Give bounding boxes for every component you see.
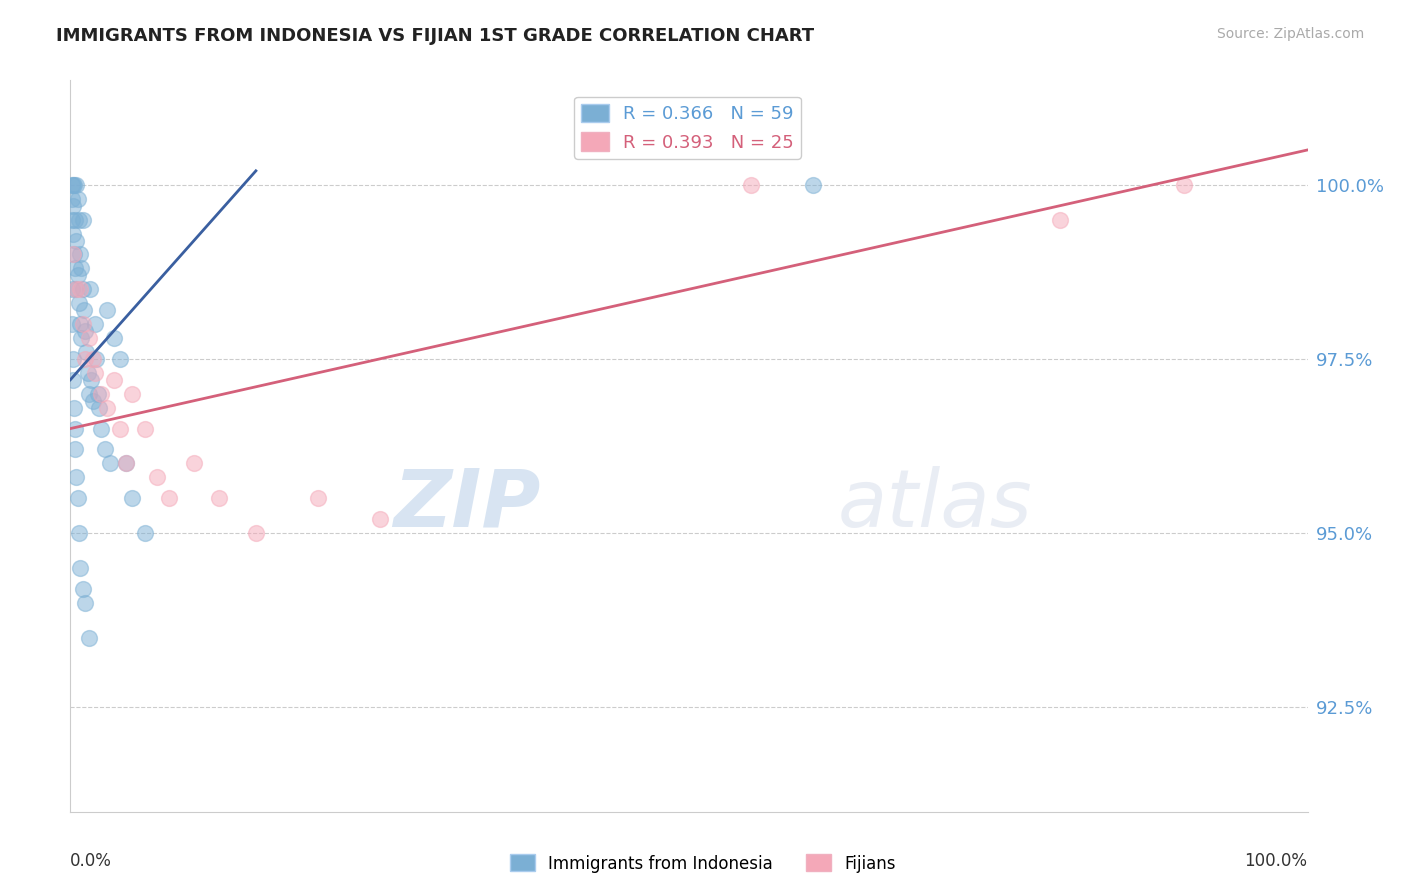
Point: [65, 178, 87, 192]
Point: [1049, 212, 1071, 227]
Point: [90, 421, 112, 435]
Point: [65, 442, 87, 457]
Point: [69, 317, 91, 331]
Point: [69, 282, 91, 296]
Point: [65, 282, 87, 296]
Point: [115, 457, 138, 471]
Point: [103, 373, 125, 387]
Point: [96, 303, 118, 318]
Legend: Immigrants from Indonesia, Fijians: Immigrants from Indonesia, Fijians: [503, 847, 903, 880]
Point: [121, 491, 143, 506]
Point: [307, 491, 329, 506]
Point: [66, 491, 89, 506]
Point: [67, 296, 90, 310]
Point: [740, 178, 762, 192]
Point: [60, 192, 83, 206]
Point: [62, 199, 84, 213]
Text: 100.0%: 100.0%: [1244, 852, 1308, 870]
Point: [67, 212, 90, 227]
Point: [84, 351, 107, 366]
Point: [80, 373, 103, 387]
Point: [75, 351, 97, 366]
Point: [75, 596, 97, 610]
Point: [65, 234, 87, 248]
Point: [69, 561, 91, 575]
Point: [90, 386, 112, 401]
Point: [96, 401, 118, 415]
Text: Source: ZipAtlas.com: Source: ZipAtlas.com: [1216, 27, 1364, 41]
Point: [76, 366, 98, 380]
Point: [67, 526, 90, 541]
Point: [62, 351, 84, 366]
Point: [63, 401, 86, 415]
Legend: R = 0.366   N = 59, R = 0.393   N = 25: R = 0.366 N = 59, R = 0.393 N = 25: [574, 96, 801, 159]
Point: [1173, 178, 1195, 192]
Point: [62, 227, 84, 241]
Text: 0.0%: 0.0%: [70, 852, 112, 870]
Text: atlas: atlas: [838, 466, 1032, 543]
Point: [62, 247, 84, 261]
Point: [157, 491, 180, 506]
Point: [65, 261, 87, 276]
Text: ZIP: ZIP: [394, 466, 540, 543]
Point: [87, 401, 110, 415]
Point: [75, 324, 97, 338]
Point: [62, 373, 84, 387]
Point: [63, 247, 86, 261]
Point: [245, 526, 267, 541]
Point: [801, 178, 824, 192]
Point: [72, 582, 94, 596]
Point: [60, 212, 83, 227]
Point: [65, 470, 87, 484]
Point: [98, 457, 121, 471]
Point: [77, 631, 100, 645]
Point: [84, 317, 107, 331]
Point: [73, 303, 96, 318]
Point: [60, 178, 83, 192]
Point: [70, 331, 93, 345]
Point: [72, 317, 94, 331]
Point: [121, 386, 143, 401]
Point: [146, 470, 169, 484]
Point: [84, 366, 107, 380]
Point: [86, 386, 108, 401]
Point: [134, 421, 156, 435]
Point: [115, 457, 138, 471]
Point: [65, 282, 87, 296]
Point: [72, 212, 94, 227]
Point: [75, 345, 97, 359]
Point: [63, 178, 86, 192]
Point: [108, 421, 131, 435]
Point: [66, 192, 89, 206]
Point: [65, 212, 87, 227]
Point: [77, 386, 100, 401]
Point: [62, 178, 84, 192]
Point: [60, 282, 83, 296]
Point: [134, 526, 156, 541]
Point: [108, 351, 131, 366]
Point: [79, 282, 101, 296]
Point: [69, 247, 91, 261]
Point: [82, 351, 104, 366]
Point: [72, 282, 94, 296]
Point: [368, 512, 391, 526]
Point: [103, 331, 125, 345]
Text: IMMIGRANTS FROM INDONESIA VS FIJIAN 1ST GRADE CORRELATION CHART: IMMIGRANTS FROM INDONESIA VS FIJIAN 1ST …: [56, 27, 814, 45]
Point: [82, 393, 104, 408]
Point: [208, 491, 231, 506]
Point: [70, 261, 93, 276]
Point: [77, 331, 100, 345]
Point: [60, 317, 83, 331]
Point: [94, 442, 117, 457]
Point: [66, 268, 89, 283]
Point: [63, 421, 86, 435]
Point: [183, 457, 205, 471]
